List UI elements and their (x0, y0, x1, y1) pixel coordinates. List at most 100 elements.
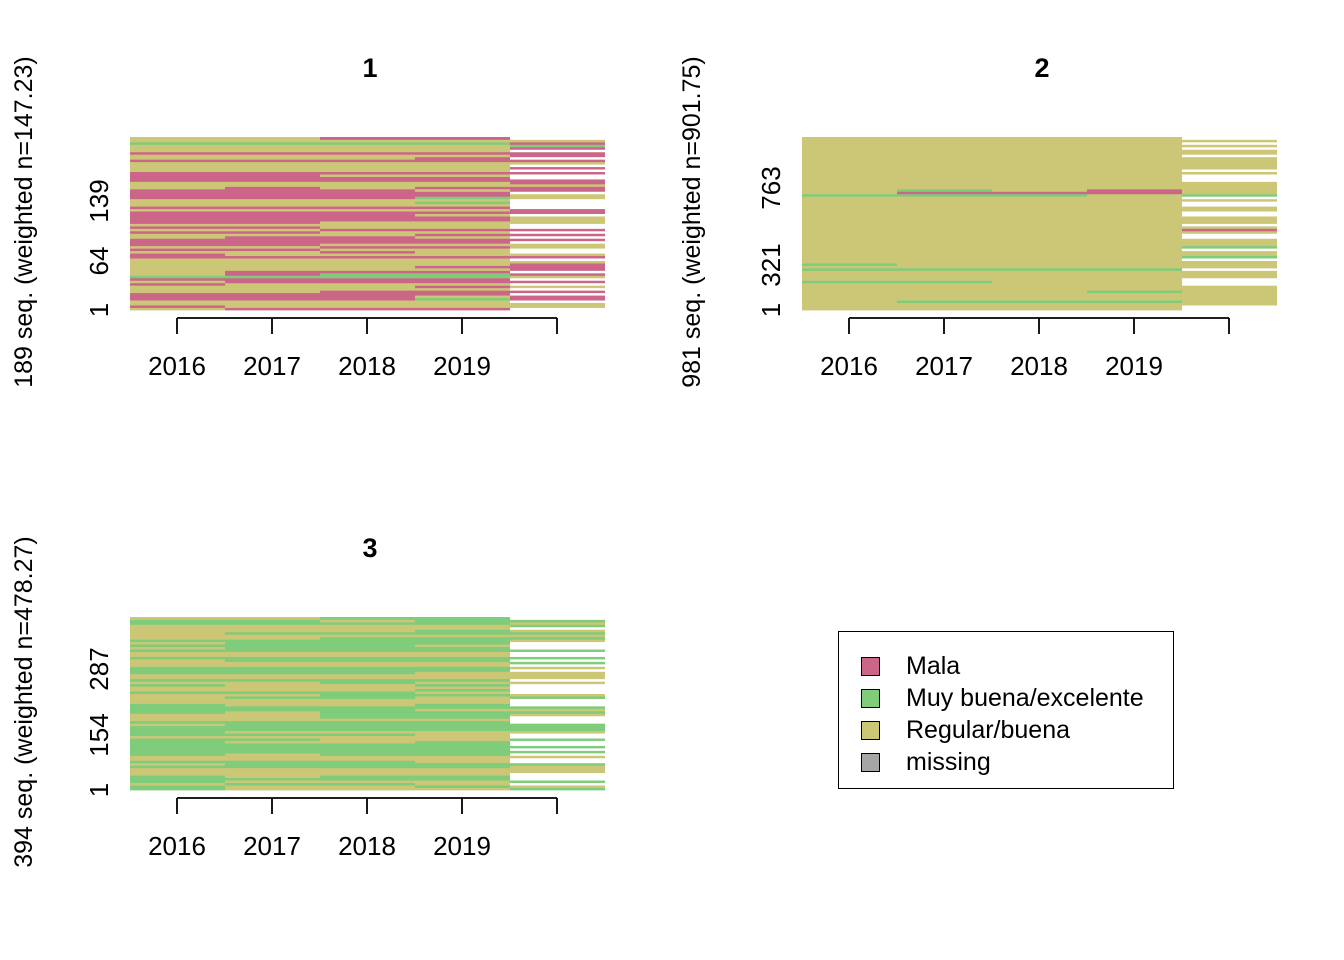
sequence-cell (130, 260, 225, 264)
sequence-cell (510, 203, 605, 207)
sequence-cell (320, 193, 415, 197)
sequence-cell (510, 663, 605, 667)
sequence-cell (1087, 260, 1182, 264)
sequence-cell (320, 639, 415, 643)
sequence-cell (897, 176, 992, 180)
sequence-cell (130, 686, 225, 690)
sequence-cell (415, 750, 510, 754)
sequence-cell (802, 228, 897, 232)
sequence-cell (415, 174, 510, 177)
sequence-cell (510, 696, 605, 699)
sequence-cell (1087, 174, 1182, 177)
sequence-cell (225, 730, 320, 734)
sequence-cell (130, 787, 225, 791)
sequence-cell (415, 743, 510, 746)
sequence-cell (225, 141, 320, 145)
sequence-cell (415, 733, 510, 737)
panel-3-y-axis: 1 154 287 (84, 647, 114, 797)
panel-2: 2 981 seq. (weighted n=901.75) 1 321 763… (678, 53, 1277, 388)
sequence-cell (130, 156, 225, 160)
sequence-cell (225, 188, 320, 192)
sequence-cell (225, 193, 320, 197)
sequence-cell (1182, 235, 1277, 239)
sequence-cell (897, 139, 992, 143)
sequence-cell (225, 206, 320, 210)
sequence-cell (320, 782, 415, 786)
sequence-cell (130, 223, 225, 227)
sequence-cell (1182, 144, 1277, 148)
sequence-cell (320, 137, 415, 140)
sequence-cell (225, 626, 320, 630)
sequence-cell (225, 631, 320, 635)
sequence-cell (1182, 272, 1277, 276)
sequence-cell (320, 733, 415, 737)
panel-3-sequence-grid (130, 617, 605, 791)
sequence-cell (802, 240, 897, 244)
sequence-cell (320, 230, 415, 234)
sequence-cell (897, 290, 992, 294)
sequence-cell (130, 683, 225, 687)
sequence-cell (510, 243, 605, 247)
sequence-cell (897, 280, 992, 284)
sequence-cell (225, 725, 320, 729)
panel-1-x-tick-2017: 2017 (243, 351, 301, 381)
sequence-cell (225, 181, 320, 185)
sequence-cell (130, 725, 225, 729)
sequence-cell (130, 678, 225, 682)
sequence-cell (1182, 141, 1277, 145)
sequence-cell (320, 683, 415, 687)
sequence-cell (130, 144, 225, 148)
sequence-cell (225, 693, 320, 697)
sequence-cell (130, 285, 225, 289)
sequence-cell (130, 626, 225, 630)
sequence-cell (130, 166, 225, 170)
sequence-cell (510, 193, 605, 197)
sequence-cell (802, 191, 897, 195)
sequence-cell (1182, 275, 1277, 279)
sequence-cell (130, 228, 225, 232)
sequence-cell (897, 206, 992, 210)
sequence-cell (802, 166, 897, 170)
sequence-cell (225, 208, 320, 212)
sequence-cell (415, 693, 510, 697)
sequence-cell (415, 703, 510, 707)
sequence-cell (320, 277, 415, 281)
sequence-cell (1182, 151, 1277, 155)
sequence-cell (897, 149, 992, 153)
sequence-cell (897, 297, 992, 301)
sequence-cell (1182, 302, 1277, 306)
sequence-cell (415, 137, 510, 140)
sequence-cell (225, 174, 320, 177)
sequence-cell (415, 619, 510, 623)
sequence-cell (897, 248, 992, 252)
sequence-cell (225, 683, 320, 687)
sequence-cell (415, 225, 510, 229)
sequence-cell (897, 169, 992, 172)
sequence-cell (802, 243, 897, 247)
sequence-cell (225, 223, 320, 227)
sequence-cell (897, 235, 992, 239)
sequence-cell (415, 782, 510, 786)
sequence-cell (802, 295, 897, 299)
sequence-cell (510, 723, 605, 727)
sequence-cell (320, 250, 415, 254)
sequence-cell (415, 183, 510, 187)
sequence-cell (510, 213, 605, 217)
sequence-cell (130, 644, 225, 648)
sequence-cell (510, 636, 605, 640)
sequence-cell (897, 307, 992, 311)
sequence-cell (130, 277, 225, 281)
sequence-cell (130, 213, 225, 217)
sequence-cell (510, 760, 605, 764)
sequence-cell (415, 166, 510, 170)
sequence-cell (225, 646, 320, 650)
sequence-cell (510, 661, 605, 665)
sequence-cell (225, 673, 320, 677)
sequence-cell (225, 263, 320, 266)
sequence-cell (415, 701, 510, 704)
sequence-cell (992, 255, 1087, 259)
sequence-cell (992, 159, 1087, 163)
sequence-cell (1087, 141, 1182, 145)
sequence-cell (225, 782, 320, 786)
